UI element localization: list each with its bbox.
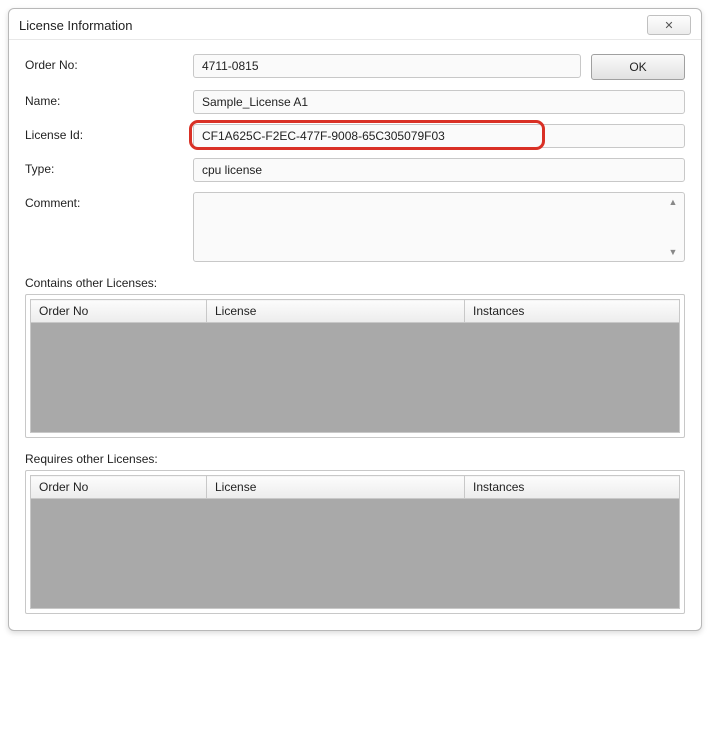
window-title: License Information — [19, 18, 132, 33]
label-order-no: Order No: — [25, 54, 193, 72]
license-info-window: License Information ✕ Order No: 4711-081… — [8, 8, 702, 631]
titlebar: License Information ✕ — [9, 9, 701, 40]
requires-col-license[interactable]: License — [207, 476, 465, 499]
requires-table: Order No License Instances — [30, 475, 680, 499]
scroll-up-icon[interactable]: ▲ — [665, 195, 681, 209]
field-type[interactable]: cpu license — [193, 158, 685, 182]
contains-col-order-no[interactable]: Order No — [31, 300, 207, 323]
requires-col-instances[interactable]: Instances — [465, 476, 680, 499]
scroll-down-icon[interactable]: ▼ — [665, 245, 681, 259]
contains-col-license[interactable]: License — [207, 300, 465, 323]
row-type: Type: cpu license — [25, 158, 685, 182]
field-order-no[interactable]: 4711-0815 — [193, 54, 581, 78]
requires-table-body — [30, 499, 680, 609]
label-requires-section: Requires other Licenses: — [25, 452, 685, 466]
field-license-id[interactable]: CF1A625C-F2EC-477F-9008-65C305079F03 — [193, 124, 685, 148]
close-icon: ✕ — [664, 19, 673, 32]
content-area: Order No: 4711-0815 OK Name: Sample_Lice… — [9, 40, 701, 630]
label-type: Type: — [25, 158, 193, 176]
requires-col-order-no[interactable]: Order No — [31, 476, 207, 499]
contains-table-container: Order No License Instances — [25, 294, 685, 438]
label-license-id: License Id: — [25, 124, 193, 142]
requires-table-container: Order No License Instances — [25, 470, 685, 614]
row-license-id: License Id: CF1A625C-F2EC-477F-9008-65C3… — [25, 124, 685, 148]
contains-table: Order No License Instances — [30, 299, 680, 323]
contains-col-instances[interactable]: Instances — [465, 300, 680, 323]
ok-button[interactable]: OK — [591, 54, 685, 80]
contains-table-body — [30, 323, 680, 433]
label-name: Name: — [25, 90, 193, 108]
row-order-no: Order No: 4711-0815 OK — [25, 54, 685, 80]
ok-button-label: OK — [629, 60, 646, 74]
close-button[interactable]: ✕ — [647, 15, 691, 35]
label-comment: Comment: — [25, 192, 193, 210]
field-comment[interactable]: ▲ ▼ — [193, 192, 685, 262]
field-name[interactable]: Sample_License A1 — [193, 90, 685, 114]
label-contains-section: Contains other Licenses: — [25, 276, 685, 290]
row-comment: Comment: ▲ ▼ — [25, 192, 685, 262]
row-name: Name: Sample_License A1 — [25, 90, 685, 114]
